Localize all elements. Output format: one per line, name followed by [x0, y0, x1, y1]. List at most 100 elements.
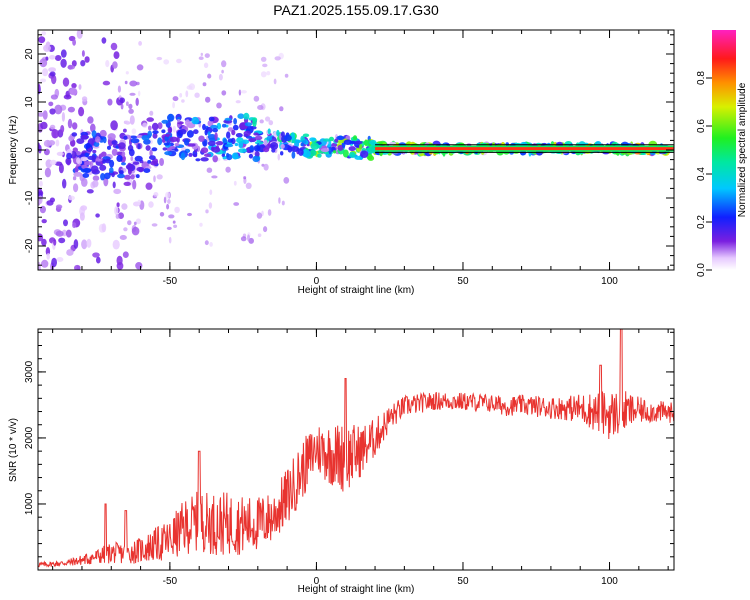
heat-cell — [49, 108, 56, 115]
y-tick-label: 0 — [24, 147, 35, 153]
heat-cell — [233, 118, 238, 125]
heat-cell — [102, 136, 107, 144]
heat-cell — [38, 261, 41, 270]
heat-cell — [287, 145, 293, 153]
heat-cell — [141, 135, 150, 141]
heat-cell — [266, 135, 273, 141]
heat-cell — [200, 157, 209, 162]
x-tick-label: 100 — [601, 276, 618, 287]
heat-cell — [121, 203, 128, 210]
heat-cell — [200, 52, 203, 57]
heat-cell — [95, 213, 100, 218]
heat-cell — [123, 181, 131, 186]
heat-cell — [93, 141, 100, 147]
snr-ticks: -50 0 50 100 1000 2000 3000 — [24, 329, 674, 587]
colorbar-gradient — [712, 30, 736, 270]
heat-cell — [185, 119, 190, 126]
heat-cell — [81, 177, 88, 187]
y-tick-label: -10 — [24, 190, 35, 205]
heat-cell — [308, 150, 317, 157]
heat-cell — [128, 103, 133, 110]
heat-cell — [142, 122, 148, 129]
heat-cell — [252, 155, 260, 163]
heat-cell — [138, 167, 144, 173]
heat-cell — [320, 148, 330, 153]
heat-cell — [280, 131, 285, 137]
heat-cell — [238, 148, 247, 154]
heat-cell — [156, 174, 163, 180]
heat-cell — [42, 68, 49, 77]
heat-cell — [211, 175, 218, 179]
heat-cell — [236, 137, 244, 144]
heat-cell — [216, 122, 222, 130]
heat-cell — [221, 90, 227, 96]
heat-cell — [254, 135, 263, 141]
heat-cell — [76, 157, 81, 164]
heat-cell — [205, 126, 213, 134]
heat-cell — [188, 152, 193, 157]
heat-cell — [65, 229, 72, 238]
heat-cell — [263, 139, 268, 146]
heat-cell — [180, 152, 186, 161]
heat-cell — [348, 146, 356, 152]
heat-cell — [56, 151, 64, 156]
heat-cell — [149, 110, 154, 116]
heat-cell — [123, 135, 128, 140]
heat-cell — [243, 176, 247, 180]
snr-frame — [37, 328, 675, 571]
heat-cell — [166, 203, 170, 210]
heat-cell — [208, 116, 215, 122]
colorbar-tick-label: 0.2 — [696, 215, 707, 229]
heat-cell — [148, 125, 152, 131]
heat-cell — [136, 135, 144, 139]
heat-cell — [240, 236, 247, 242]
heat-cell — [256, 212, 263, 219]
heat-cell — [360, 150, 369, 158]
heat-cell — [82, 168, 92, 173]
heat-cell — [99, 129, 107, 138]
heat-cell — [84, 56, 90, 63]
heat-cell — [173, 224, 178, 228]
heat-cell — [284, 73, 289, 78]
heat-cell — [51, 257, 57, 268]
heat-cell — [222, 123, 227, 128]
heat-cell — [124, 174, 131, 180]
heat-cell — [266, 71, 271, 76]
heat-cell — [232, 124, 239, 131]
spectrogram-x-label: Height of straight line (km) — [298, 285, 415, 296]
heat-cell — [71, 60, 77, 67]
heat-cell — [262, 63, 268, 68]
heat-cell — [161, 119, 169, 124]
heat-cell — [111, 140, 118, 145]
heat-cell — [244, 122, 253, 127]
heat-cell — [60, 125, 65, 133]
heat-cell — [120, 103, 124, 110]
heat-cell — [128, 148, 135, 157]
heat-cell — [298, 148, 304, 156]
spectrogram-ticks: -50 0 50 100 -20 -10 0 10 20 — [24, 30, 674, 287]
heat-cell — [131, 128, 137, 135]
heat-cell — [55, 139, 60, 147]
heat-cell — [92, 149, 97, 154]
heat-cell — [238, 89, 242, 96]
heat-cell — [67, 106, 75, 113]
heat-cell — [300, 142, 304, 147]
heat-cell — [45, 247, 51, 256]
heat-cell — [122, 251, 129, 258]
heat-cell — [39, 78, 47, 83]
heat-cell — [44, 167, 52, 178]
heat-cell — [188, 83, 195, 91]
heat-cell — [55, 204, 63, 210]
heat-cell — [80, 205, 88, 211]
spectrogram-panel: -50 0 50 100 -20 -10 0 10 20 Height of straight … — [8, 29, 675, 296]
heat-cell — [343, 139, 353, 145]
heat-cell — [112, 181, 116, 189]
heat-cell — [176, 136, 180, 143]
heat-cell — [234, 142, 239, 147]
heat-cell — [267, 209, 272, 216]
heat-cell — [43, 139, 52, 148]
heat-cell — [74, 166, 79, 174]
heat-cell — [263, 226, 268, 233]
heat-cell — [58, 237, 66, 244]
